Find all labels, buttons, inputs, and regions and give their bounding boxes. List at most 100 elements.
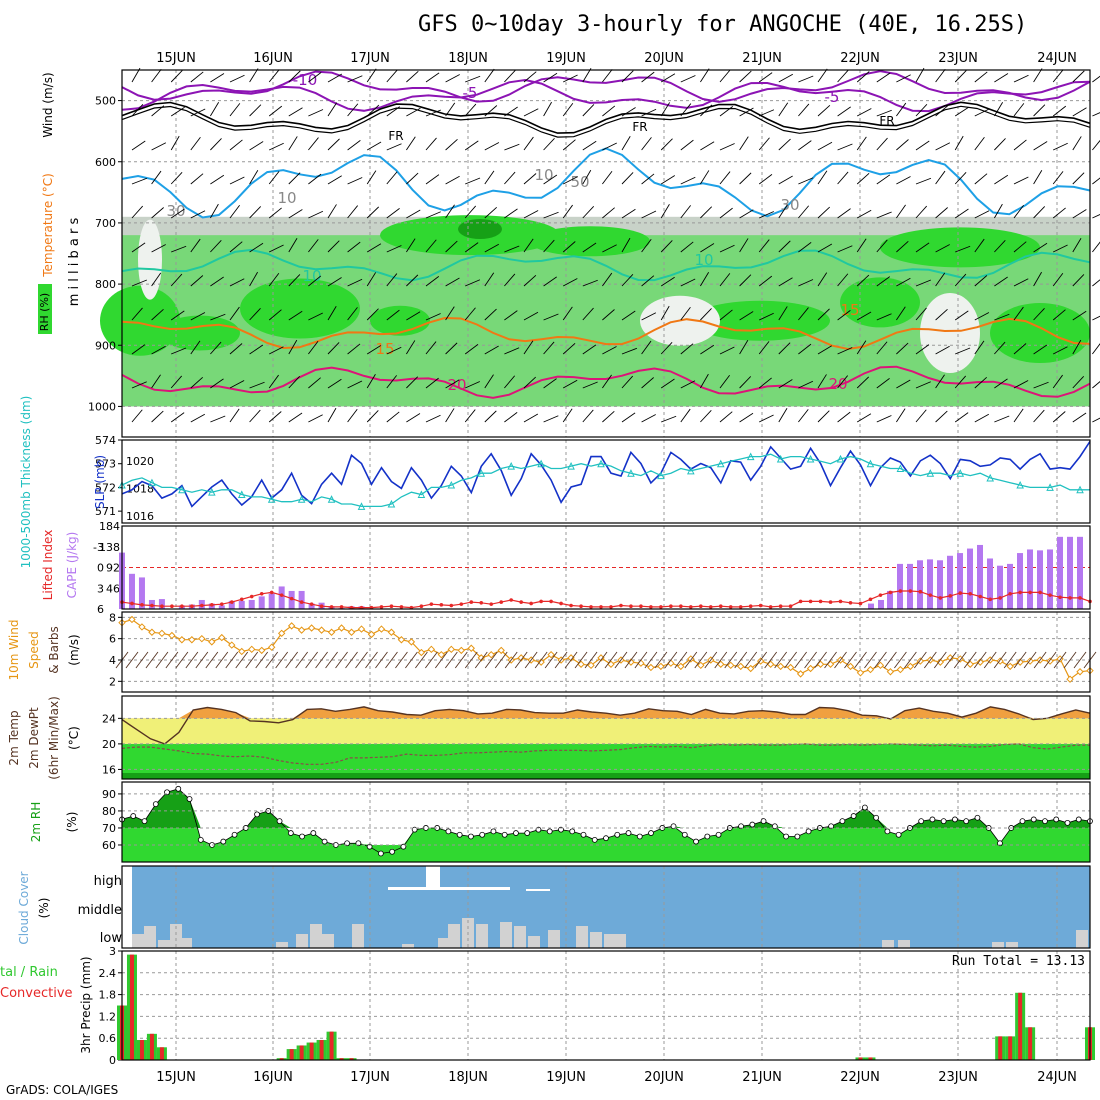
- wind-barb: [366, 170, 377, 185]
- rh-marker: [704, 833, 711, 840]
- wind-barb: [445, 138, 458, 151]
- contour-label: FR: [388, 129, 403, 143]
- wind-barb: [719, 346, 735, 355]
- wind-barb: [484, 170, 495, 185]
- contour-label: 50: [570, 173, 589, 191]
- wind-barb: [484, 410, 497, 423]
- wind-barb: [1072, 274, 1085, 287]
- surface-barb: [365, 651, 378, 669]
- thickness-marker: [267, 495, 276, 503]
- wind-barb: [719, 411, 733, 423]
- surface-barb: [395, 651, 408, 669]
- rh-marker: [580, 831, 587, 838]
- wind-y-tick-label: 8: [109, 611, 116, 624]
- wind-barb: [954, 208, 969, 219]
- wind-barb: [700, 272, 710, 287]
- wind-barb: [523, 173, 537, 185]
- wind-barb: [798, 307, 809, 321]
- wind-barb: [504, 143, 520, 151]
- wind-barb: [1092, 75, 1100, 83]
- cape-bar: [308, 603, 315, 609]
- wind-barb: [327, 407, 337, 423]
- wind-barb: [719, 273, 731, 287]
- cape-bar: [228, 600, 235, 609]
- wind-barb: [386, 273, 398, 287]
- wind-barb: [1092, 381, 1100, 389]
- wind-barb: [464, 307, 476, 321]
- wind-barb: [856, 413, 872, 423]
- rh-marker: [197, 836, 204, 843]
- thickness-marker: [567, 461, 575, 470]
- li-marker: [289, 596, 294, 601]
- thickness-marker: [627, 469, 635, 477]
- surface-barb: [654, 651, 668, 669]
- contour-label: FR: [879, 114, 894, 128]
- surface-barb: [714, 651, 728, 669]
- li-marker: [679, 604, 683, 609]
- wind-barb: [896, 204, 906, 219]
- wind-frame: [121, 611, 1091, 693]
- wind-barb: [151, 68, 162, 83]
- thickness-marker: [806, 454, 815, 463]
- cloud-high-bar: [526, 889, 550, 891]
- wind-marker: [806, 664, 815, 673]
- wind-barb: [327, 102, 338, 117]
- wind-barb: [1092, 177, 1100, 185]
- wind-barb: [1072, 310, 1087, 321]
- cloud-low-bar: [548, 930, 560, 948]
- rh-marker: [299, 833, 305, 840]
- rh-marker: [850, 813, 857, 819]
- surface-barb: [614, 651, 628, 669]
- rh-marker: [963, 818, 970, 825]
- thickness-marker: [866, 459, 875, 468]
- cape-bar: [218, 605, 225, 609]
- wind-barb: [406, 136, 416, 151]
- wind-barb: [778, 73, 794, 83]
- li-marker: [150, 603, 154, 608]
- cape-bar: [1047, 549, 1053, 609]
- wind-barb: [680, 176, 696, 185]
- cape-bar: [1027, 549, 1033, 609]
- cloud-low-bar: [590, 932, 602, 948]
- wind-barb: [582, 279, 598, 287]
- wind-barb: [406, 70, 419, 83]
- surface-barb: [704, 651, 718, 669]
- wind-barb: [602, 374, 612, 389]
- wind-marker: [188, 636, 196, 644]
- wind-barb: [170, 135, 180, 151]
- wind-barb: [974, 238, 985, 253]
- wind-barb: [758, 72, 773, 83]
- wind-barb: [269, 142, 284, 151]
- wind-barb: [817, 206, 831, 219]
- cloud-low-bar: [170, 924, 182, 948]
- wind-barb: [425, 341, 437, 355]
- chart-title: GFS 0~10day 3-hourly for ANGOCHE (40E, 1…: [418, 12, 1028, 37]
- surface-barb: [145, 651, 159, 669]
- wind-barb: [131, 279, 148, 287]
- wind-barb: [896, 379, 911, 389]
- wind-barb: [719, 106, 734, 117]
- wind-barb: [798, 409, 809, 423]
- rh-marker: [389, 848, 396, 855]
- thickness-marker: [657, 471, 665, 480]
- wind-barb: [131, 381, 147, 389]
- wind-barb: [876, 341, 888, 355]
- wind-barb: [837, 143, 853, 151]
- wind-barb: [504, 208, 518, 219]
- wind-barb: [954, 171, 967, 185]
- wind-barb: [856, 71, 870, 83]
- wind-barb: [876, 174, 891, 185]
- wind-barb: [700, 206, 713, 219]
- top-date-label: 21JUN: [742, 51, 782, 66]
- wind-barb: [817, 345, 832, 355]
- wind-barb: [798, 380, 814, 389]
- wind-barb: [582, 242, 597, 253]
- wind-barb: [602, 272, 613, 287]
- wind-barb: [739, 136, 749, 151]
- isotherm-FR: [121, 101, 1091, 134]
- wind-barb: [386, 245, 402, 253]
- wind-barb: [798, 205, 810, 219]
- wind-barb: [935, 68, 946, 83]
- wind-barb: [856, 238, 867, 253]
- wind-barb: [1013, 306, 1024, 321]
